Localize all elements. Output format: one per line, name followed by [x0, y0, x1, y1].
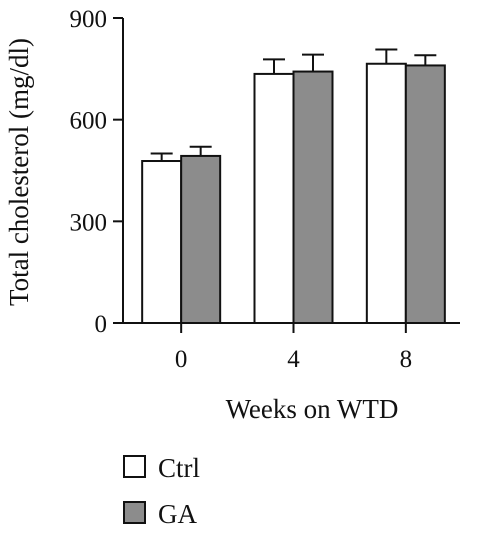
legend-label-ctrl: Ctrl: [158, 453, 200, 483]
y-tick-label-600: 600: [70, 108, 108, 135]
x-tick-label-0: 0: [175, 346, 188, 373]
bar-ctrl-8: [365, 62, 407, 324]
bar-ga-4: [292, 70, 334, 324]
bars: [141, 48, 446, 324]
x-axis: 0 4 8: [123, 322, 460, 373]
y-tick-label-900: 900: [70, 6, 108, 33]
bar-ga-8: [404, 64, 446, 324]
legend-label-ga: GA: [158, 499, 197, 529]
legend-swatch-ctrl: [123, 455, 146, 478]
legend-item-ctrl: Ctrl: [123, 453, 200, 483]
x-axis-label: Weeks on WTD: [226, 394, 399, 424]
y-tick-label-0: 0: [95, 311, 108, 338]
legend-item-ga: GA: [123, 499, 197, 529]
x-tick-label-4: 4: [287, 346, 300, 373]
bar-ga-0: [180, 154, 222, 324]
legend-swatch-ga: [123, 501, 146, 524]
bar-ctrl-4: [253, 72, 295, 324]
x-tick-label-8: 8: [400, 346, 413, 373]
y-axis-label: Total cholesterol (mg/dl): [4, 38, 34, 306]
legend: Ctrl GA: [123, 453, 200, 529]
bar-ctrl-0: [141, 160, 183, 324]
y-axis: 0 300 600 900: [70, 6, 124, 338]
y-tick-label-300: 300: [70, 209, 108, 236]
